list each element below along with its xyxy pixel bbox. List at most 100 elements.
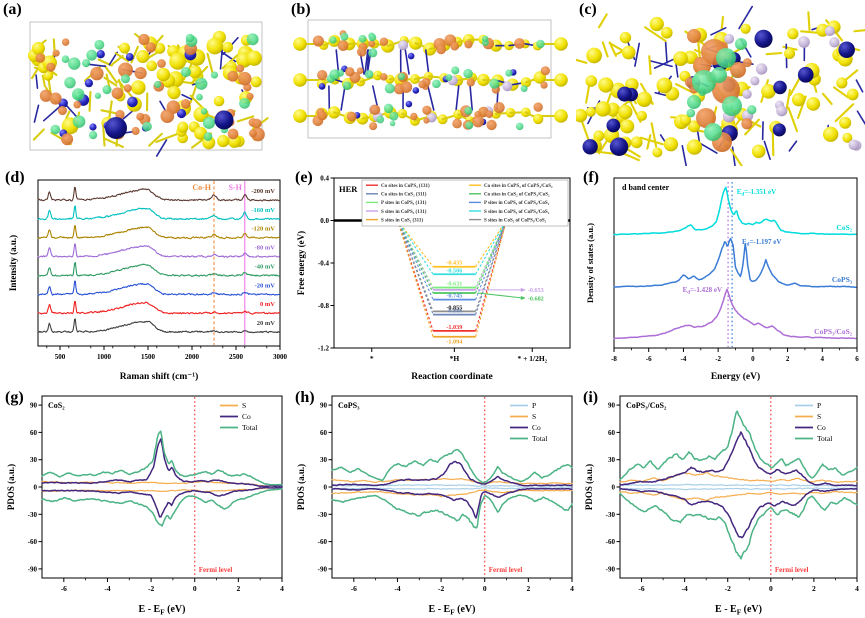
svg-text:Co: Co (532, 423, 541, 432)
svg-text:-0.682: -0.682 (528, 295, 544, 302)
panel-a-structure-image (27, 21, 269, 157)
svg-text:500: 500 (55, 353, 66, 361)
panel-g-pdos-chart: -6 -4 -2 0 2 4 -90 -60 -30 0 30 60 90 Fermi level Tota… (6, 395, 284, 616)
svg-text:30: 30 (608, 456, 616, 464)
svg-text:Co sites in CoS₂ (311): Co sites in CoS₂ (311) (381, 193, 427, 198)
svg-text:-30: -30 (318, 511, 328, 519)
svg-text:-80 mV: -80 mV (255, 245, 276, 252)
svg-text:Reaction coordinate: Reaction coordinate (411, 372, 493, 382)
svg-text:2500: 2500 (229, 353, 244, 361)
svg-text:2: 2 (236, 584, 240, 593)
svg-text:S sites in CoPS₃ of CoPS₃/CoS₂: S sites in CoPS₃ of CoPS₃/CoS₂ (484, 210, 550, 215)
svg-text:-6: -6 (646, 355, 652, 363)
svg-text:-90: -90 (28, 565, 38, 573)
svg-text:0: 0 (324, 484, 328, 492)
svg-text:Ed=-1.428 eV: Ed=-1.428 eV (683, 286, 722, 296)
panel-a-label: (a) (3, 1, 22, 18)
svg-text:-6: -6 (638, 584, 644, 593)
svg-text:CoPS₃/CoS₂: CoPS₃/CoS₂ (814, 327, 853, 336)
svg-text:-6: -6 (351, 584, 357, 593)
svg-text:0: 0 (34, 484, 38, 492)
panel-g: -6 -4 -2 0 2 4 -90 -60 -30 0 30 60 90 Fermi level Tota… (2, 388, 290, 618)
svg-text:-2: -2 (148, 584, 154, 593)
svg-text:-160 mV: -160 mV (251, 207, 275, 214)
svg-text:Co: Co (817, 423, 826, 432)
svg-text:-200 mV: -200 mV (251, 188, 275, 195)
svg-text:-0.886: -0.886 (446, 308, 462, 315)
svg-text:-0.4: -0.4 (318, 260, 330, 268)
svg-text:*H: *H (450, 354, 460, 363)
svg-text:-60: -60 (28, 538, 38, 546)
svg-text:CoS₂: CoS₂ (836, 223, 852, 232)
svg-text:PDOS (a.u.): PDOS (a.u.) (584, 464, 594, 510)
svg-text:E - EF (eV): E - EF (eV) (429, 604, 476, 616)
svg-text:Energy (eV): Energy (eV) (711, 371, 760, 382)
svg-text:4: 4 (570, 584, 574, 593)
svg-text:4: 4 (855, 584, 859, 593)
svg-text:Co sites in CoPS₃ (131): Co sites in CoPS₃ (131) (381, 184, 430, 189)
svg-text:90: 90 (30, 402, 38, 410)
svg-text:2: 2 (786, 355, 790, 363)
svg-text:P sites in CoPS₃ (131): P sites in CoPS₃ (131) (381, 201, 427, 206)
panel-d-label: (d) (5, 169, 25, 186)
svg-text:20 mV: 20 mV (257, 320, 276, 327)
panel-c-structure-image (576, 5, 865, 166)
svg-text:-4: -4 (104, 584, 110, 593)
panel-h-pdos-chart: -6 -4 -2 0 2 4 -90 -60 -30 0 30 60 90 Fermi level Tota… (296, 395, 574, 616)
svg-text:-60: -60 (318, 538, 328, 546)
svg-text:HER: HER (339, 184, 358, 194)
svg-text:-2: -2 (438, 584, 444, 593)
svg-text:2: 2 (812, 584, 816, 593)
svg-text:-30: -30 (28, 511, 38, 519)
svg-text:-4: -4 (394, 584, 400, 593)
svg-text:90: 90 (320, 402, 328, 410)
svg-text:-0.631: -0.631 (446, 281, 462, 288)
svg-text:P: P (817, 401, 821, 410)
panel-c-label: (c) (579, 1, 597, 18)
svg-text:-40 mV: -40 mV (255, 263, 276, 270)
svg-text:S: S (817, 412, 821, 421)
svg-text:-60: -60 (606, 538, 616, 546)
svg-text:60: 60 (608, 429, 616, 437)
svg-text:Co: Co (242, 412, 251, 421)
svg-text:-1.094: -1.094 (446, 339, 462, 346)
svg-text:0.4: 0.4 (320, 175, 329, 183)
svg-text:-1.039: -1.039 (446, 324, 462, 331)
svg-text:Fermi level: Fermi level (775, 566, 809, 574)
svg-text:-8: -8 (611, 355, 617, 363)
svg-text:P sites in CoPS₃ of CoPS₃/CoS₂: P sites in CoPS₃ of CoPS₃/CoS₂ (484, 201, 550, 206)
svg-text:-0.8: -0.8 (318, 302, 330, 310)
svg-text:Fermi level: Fermi level (489, 566, 523, 574)
panel-e-label: (e) (295, 169, 313, 186)
svg-text:S sites in CoS₂ (311): S sites in CoS₂ (311) (381, 218, 423, 223)
svg-text:2: 2 (526, 584, 530, 593)
svg-text:0: 0 (751, 355, 755, 363)
svg-text:Co sites in CoPS₃ of CoPS₃/CoS: Co sites in CoPS₃ of CoPS₃/CoS₂ (484, 184, 553, 189)
svg-text:Density of states (a.u.): Density of states (a.u.) (585, 223, 595, 303)
svg-text:3000: 3000 (273, 353, 288, 361)
svg-text:S: S (532, 412, 536, 421)
panel-d: 500 1000 1500 2000 2500 3000 Co-H S-H -200 mV -16… (2, 168, 290, 384)
svg-text:*: * (370, 354, 374, 363)
svg-text:CoPS₃: CoPS₃ (338, 401, 360, 410)
svg-text:30: 30 (30, 456, 38, 464)
panel-b: (b) (288, 0, 576, 166)
svg-text:P: P (532, 401, 536, 410)
svg-text:0 mV: 0 mV (260, 301, 275, 308)
svg-text:-0.745: -0.745 (446, 293, 462, 300)
svg-text:Intensity (a.u.): Intensity (a.u.) (8, 235, 18, 291)
svg-text:-120 mV: -120 mV (251, 226, 275, 233)
svg-text:-90: -90 (606, 565, 616, 573)
svg-text:0: 0 (612, 484, 616, 492)
svg-text:d band center: d band center (622, 183, 670, 192)
svg-text:4: 4 (280, 584, 284, 593)
panel-g-label: (g) (5, 389, 24, 406)
svg-text:E - EF (eV): E - EF (eV) (715, 604, 762, 616)
svg-text:0: 0 (193, 584, 197, 593)
svg-text:30: 30 (320, 456, 328, 464)
panel-f-label: (f) (583, 169, 599, 186)
svg-text:2000: 2000 (185, 353, 200, 361)
svg-text:S sites in CoS₂ of CoPS₃/CoS₂: S sites in CoS₂ of CoPS₃/CoS₂ (484, 218, 547, 223)
svg-text:-0.435: -0.435 (446, 260, 462, 267)
